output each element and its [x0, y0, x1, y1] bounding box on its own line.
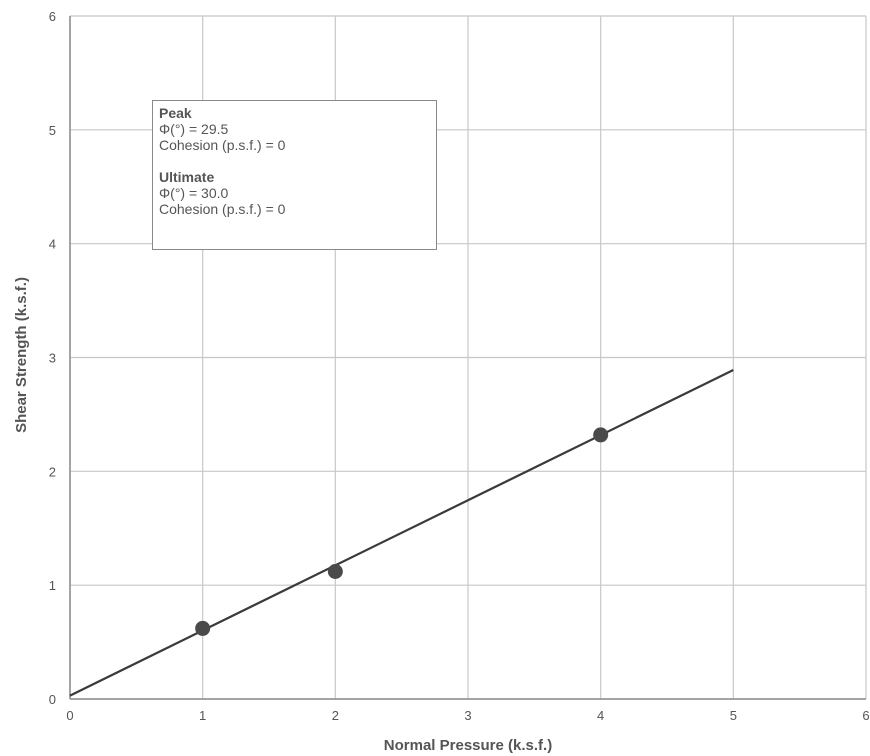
y-tick-label: 2 — [49, 464, 56, 479]
x-tick-label: 5 — [730, 708, 737, 723]
data-point — [195, 620, 211, 636]
y-tick-label: 5 — [49, 123, 56, 138]
x-tick-label: 4 — [597, 708, 604, 723]
ultimate-phi: Φ(°) = 30.0 — [159, 185, 229, 201]
x-axis-title: Normal Pressure (k.s.f.) — [384, 737, 552, 754]
fit-line — [69, 369, 734, 697]
peak-cohesion: Cohesion (p.s.f.) = 0 — [159, 137, 286, 153]
data-point — [327, 564, 343, 580]
ultimate-cohesion: Cohesion (p.s.f.) = 0 — [159, 201, 286, 217]
x-tick-label: 3 — [464, 708, 471, 723]
x-tick-labels: 0 1 2 3 4 5 6 — [66, 708, 869, 723]
x-tick-label: 6 — [862, 708, 869, 723]
x-tick-label: 2 — [332, 708, 339, 723]
axes — [69, 16, 866, 700]
peak-phi: Φ(°) = 29.5 — [159, 121, 229, 137]
y-tick-labels: 0 1 2 3 4 5 6 — [49, 9, 56, 707]
x-tick-label: 0 — [66, 708, 73, 723]
data-series — [69, 369, 734, 697]
y-tick-label: 1 — [49, 578, 56, 593]
x-tick-label: 1 — [199, 708, 206, 723]
y-tick-label: 3 — [49, 351, 56, 366]
y-tick-label: 6 — [49, 9, 56, 24]
y-tick-label: 0 — [49, 692, 56, 707]
y-axis-title: Shear Strength (k.s.f.) — [13, 277, 30, 433]
annotation-box: Peak Φ(°) = 29.5 Cohesion (p.s.f.) = 0 U… — [152, 100, 437, 250]
y-tick-label: 4 — [49, 237, 56, 252]
peak-header: Peak — [159, 105, 192, 121]
ultimate-header: Ultimate — [159, 169, 215, 185]
data-point — [593, 427, 609, 443]
